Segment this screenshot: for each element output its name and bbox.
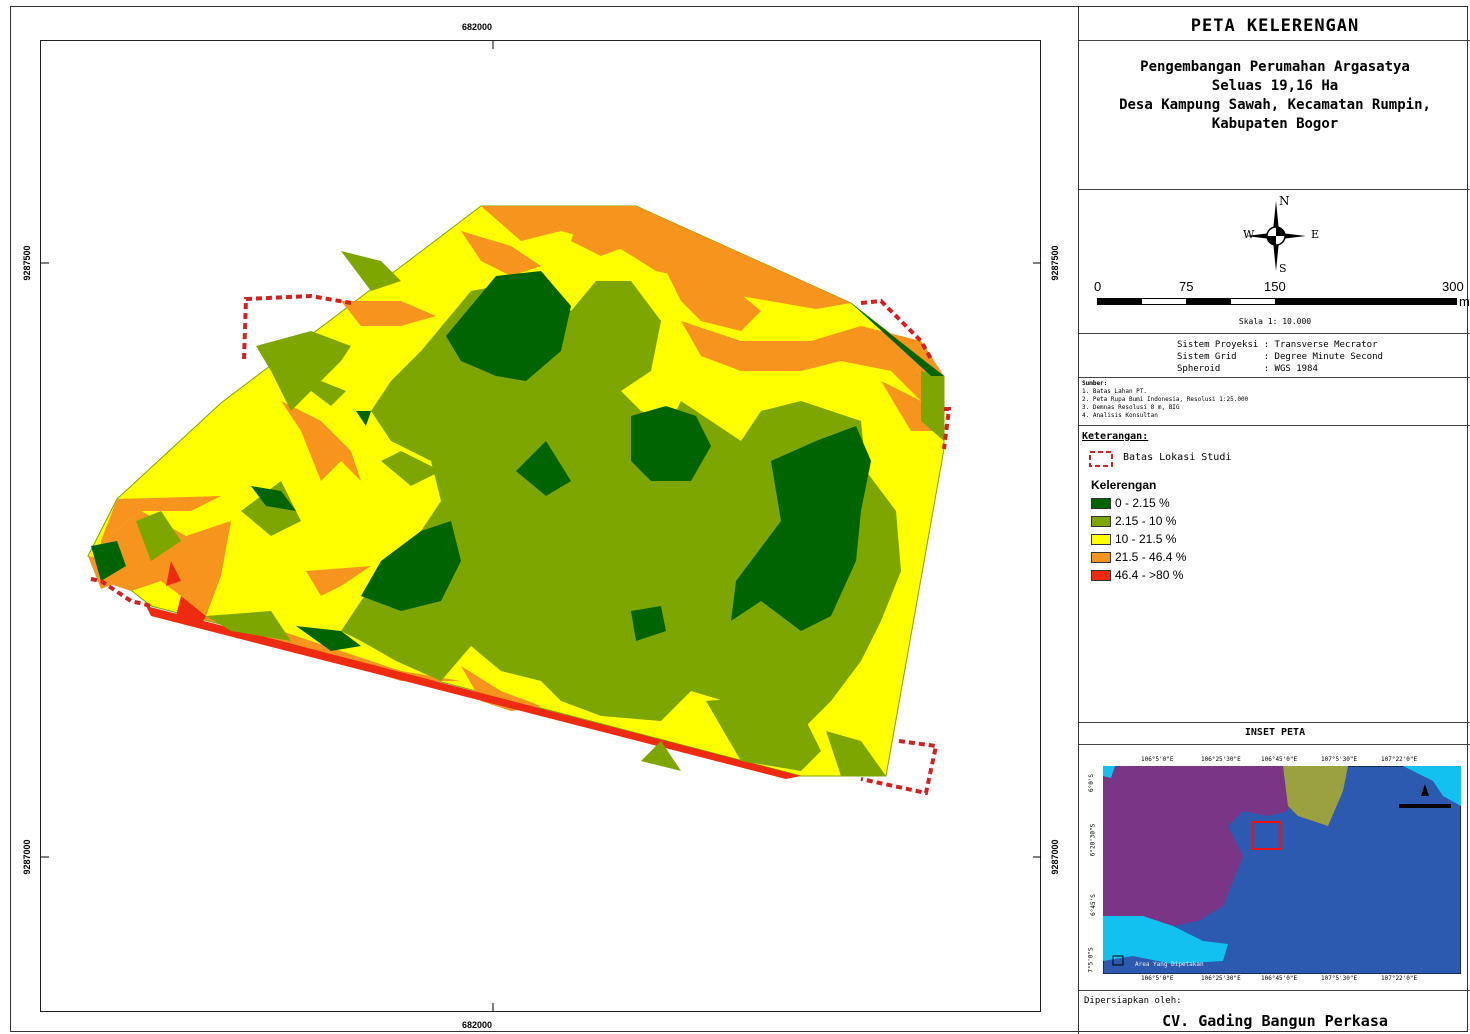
study-boundary-east2 — [942, 407, 952, 450]
legend-label: 10 - 21.5 % — [1115, 532, 1177, 546]
inset-lat-label: 6°0'S — [1088, 773, 1096, 793]
legend-label: 0 - 2.15 % — [1115, 496, 1170, 510]
grid-label-y-lower-right: 9287000 — [1050, 839, 1060, 875]
inset-lon-label: 106°5'0"E — [1141, 756, 1174, 763]
slope-class-2-10 — [136, 251, 944, 776]
compass-s: S — [1279, 262, 1287, 275]
grid-label-x-bottom: 682000 — [462, 1020, 493, 1030]
legend-label: 46.4 - >80 % — [1115, 568, 1184, 582]
slope-class-21-46 — [88, 206, 944, 711]
compass-e: E — [1311, 228, 1320, 241]
scale-tick-150: 150 — [1264, 279, 1286, 294]
study-boundary — [242, 293, 352, 360]
legend-swatch — [1091, 552, 1111, 563]
source-item: 3. Demnas Resolusi 8 m, BIG — [1082, 404, 1180, 411]
legend-label: 21.5 - 46.4 % — [1115, 550, 1187, 564]
inset-lat-label: 6°20'30"S — [1089, 823, 1097, 857]
inset-map: 106°5'0"E 106°25'30"E 106°45'0"E 107°5'3… — [1087, 751, 1469, 982]
sources-heading: Sumber: — [1082, 380, 1108, 387]
inset-map-graphic — [1103, 766, 1461, 974]
prepared-by-label: Dipersiapkan oleh: — [1084, 996, 1182, 1006]
legend-swatch — [1091, 498, 1111, 509]
slope-map — [41, 41, 1041, 1011]
inset-lon-label-bottom: 107°5'30"E — [1321, 975, 1358, 982]
legend-label: 2.15 - 10 % — [1115, 514, 1177, 528]
map-frame — [40, 40, 1041, 1012]
projection-line-3: Spheroid : WGS 1984 — [1177, 364, 1318, 374]
grid-label-y-upper-left: 9287500 — [22, 245, 32, 281]
inset-lon-label: 107°5'30"E — [1321, 756, 1358, 763]
inset-lon-label: 107°22'0"E — [1381, 756, 1418, 763]
legend-swatch — [1091, 570, 1111, 581]
legend-swatch — [1091, 534, 1111, 545]
slope-class-46-80 — [146, 561, 801, 779]
source-item: 1. Batas Lahan PT. — [1082, 388, 1148, 395]
scale-unit: m — [1459, 294, 1470, 309]
scale-text: Skala 1: 10.000 — [1238, 317, 1312, 326]
study-boundary-west — [90, 577, 152, 608]
study-boundary-south — [860, 739, 939, 796]
boundary-legend-icon — [1089, 451, 1113, 467]
inset-legend-text: Area Yang Dipetakan — [1135, 961, 1204, 968]
inset-lon-label-bottom: 106°45'0"E — [1261, 975, 1298, 982]
inset-lon-label: 106°45'0"E — [1261, 756, 1298, 763]
slope-legend-heading: Kelerengan — [1091, 478, 1157, 492]
inset-lon-label-bottom: 107°22'0"E — [1381, 975, 1418, 982]
study-boundary-east — [860, 298, 933, 360]
company-name: CV. Gading Bangun Perkasa — [1162, 1012, 1388, 1030]
outer-frame — [10, 6, 1468, 1032]
scale-bar — [1097, 298, 1457, 305]
inset-lon-label: 106°25'30"E — [1201, 756, 1241, 763]
inset-lon-label-bottom: 106°5'0"E — [1141, 975, 1174, 982]
grid-label-x-top: 682000 — [462, 22, 493, 32]
scale-tick-300: 300 — [1442, 279, 1464, 294]
scale-tick-75: 75 — [1179, 279, 1194, 294]
legend-heading: Keterangan: — [1082, 431, 1149, 442]
map-info-panel: PETA KELERENGAN Pengembangan Perumahan A… — [1078, 6, 1470, 1034]
inset-title: INSET PETA — [1244, 727, 1306, 738]
inset-lat-label: 6°45'S — [1089, 894, 1097, 916]
map-subtitle: Pengembangan Perumahan Argasatya Seluas … — [1119, 59, 1431, 132]
grid-label-y-lower-left: 9287000 — [22, 839, 32, 875]
projection-line-1: Sistem Proyeksi : Transverse Mecrator — [1177, 340, 1378, 350]
source-item: 4. Analisis Konsultan — [1082, 412, 1158, 419]
compass-w: W — [1243, 228, 1255, 241]
compass-n: N — [1279, 194, 1290, 208]
inset-lat-label: 7°5'0"S — [1087, 947, 1095, 973]
slope-class-0-2 — [91, 271, 944, 651]
source-item: 2. Peta Rupa Bumi Indonesia, Resolusi 1:… — [1082, 396, 1249, 403]
scale-tick-0: 0 — [1094, 279, 1102, 294]
legend-swatch — [1091, 516, 1111, 527]
inset-lon-label-bottom: 106°25'30"E — [1201, 975, 1241, 982]
projection-line-2: Sistem Grid : Degree Minute Second — [1177, 352, 1383, 362]
boundary-legend-label: Batas Lokasi Studi — [1123, 452, 1232, 463]
map-title: PETA KELERENGAN — [1190, 16, 1360, 36]
grid-label-y-upper-right: 9287500 — [1050, 245, 1060, 281]
compass-rose-icon — [1246, 201, 1306, 271]
